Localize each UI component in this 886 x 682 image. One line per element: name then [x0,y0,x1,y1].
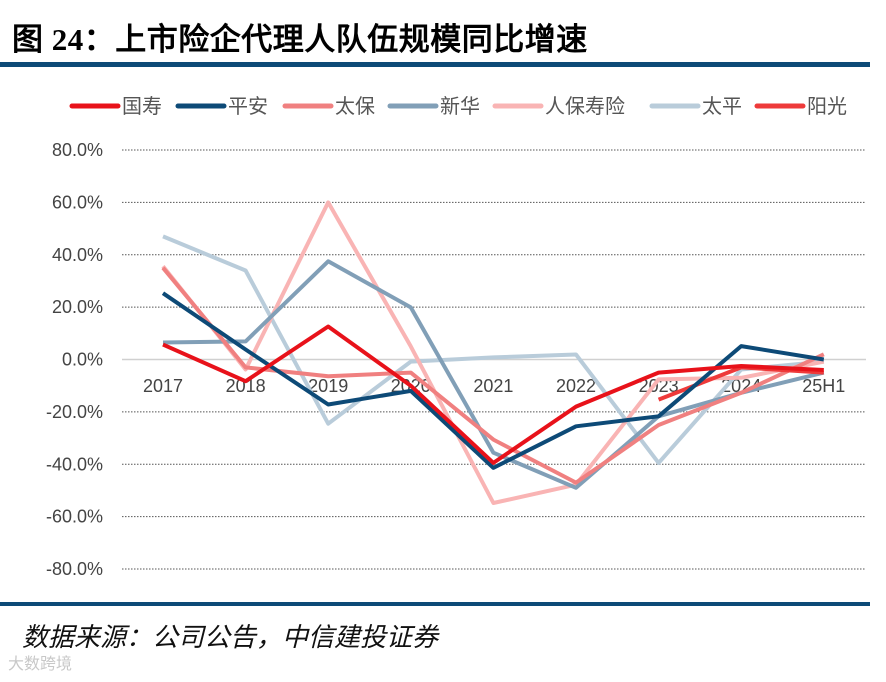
x-tick-label: 2019 [308,376,348,396]
legend-label: 平安 [228,95,268,118]
top-rule [0,62,870,67]
x-tick-label: 2022 [556,376,596,396]
series-line-3 [161,266,825,485]
y-tick-label: -40.0% [46,454,103,474]
x-tick-label: 2021 [473,376,513,396]
legend-label: 阳光 [807,95,847,118]
series-line-5 [161,200,825,505]
legend-label: 人保寿险 [545,95,625,118]
y-tick-label: -20.0% [46,402,103,422]
figure-title: 图 24：上市险企代理人队伍规模同比增速 [12,22,588,57]
line-chart: 80.0% 60.0% 40.0% 20.0% 0.0% -20.0% -40.0% -60.… [46,95,866,579]
y-tick-label: 20.0% [52,297,103,317]
series-line-6 [162,234,824,465]
series-line-4 [162,259,825,490]
x-tick-label: 2018 [226,376,266,396]
y-tick-label: 0.0% [62,350,103,370]
source-note: 数据来源：公司公告，中信建投证券 [22,623,439,652]
y-tick-label: 40.0% [52,245,103,265]
x-tick-label: 25H1 [802,376,845,396]
legend-label: 国寿 [122,95,162,118]
y-tick-label: -60.0% [46,507,103,527]
y-tick-label: -80.0% [46,559,103,579]
watermark: 大数跨境 [8,656,73,673]
y-tick-label: 80.0% [52,140,103,160]
y-tick-label: 60.0% [52,192,103,212]
legend-label: 太平 [702,95,742,118]
series-line-1 [162,324,824,465]
legend-label: 太保 [335,95,375,118]
x-tick-label: 2017 [143,376,183,396]
legend-label: 新华 [440,95,480,118]
bottom-rule [0,602,870,606]
